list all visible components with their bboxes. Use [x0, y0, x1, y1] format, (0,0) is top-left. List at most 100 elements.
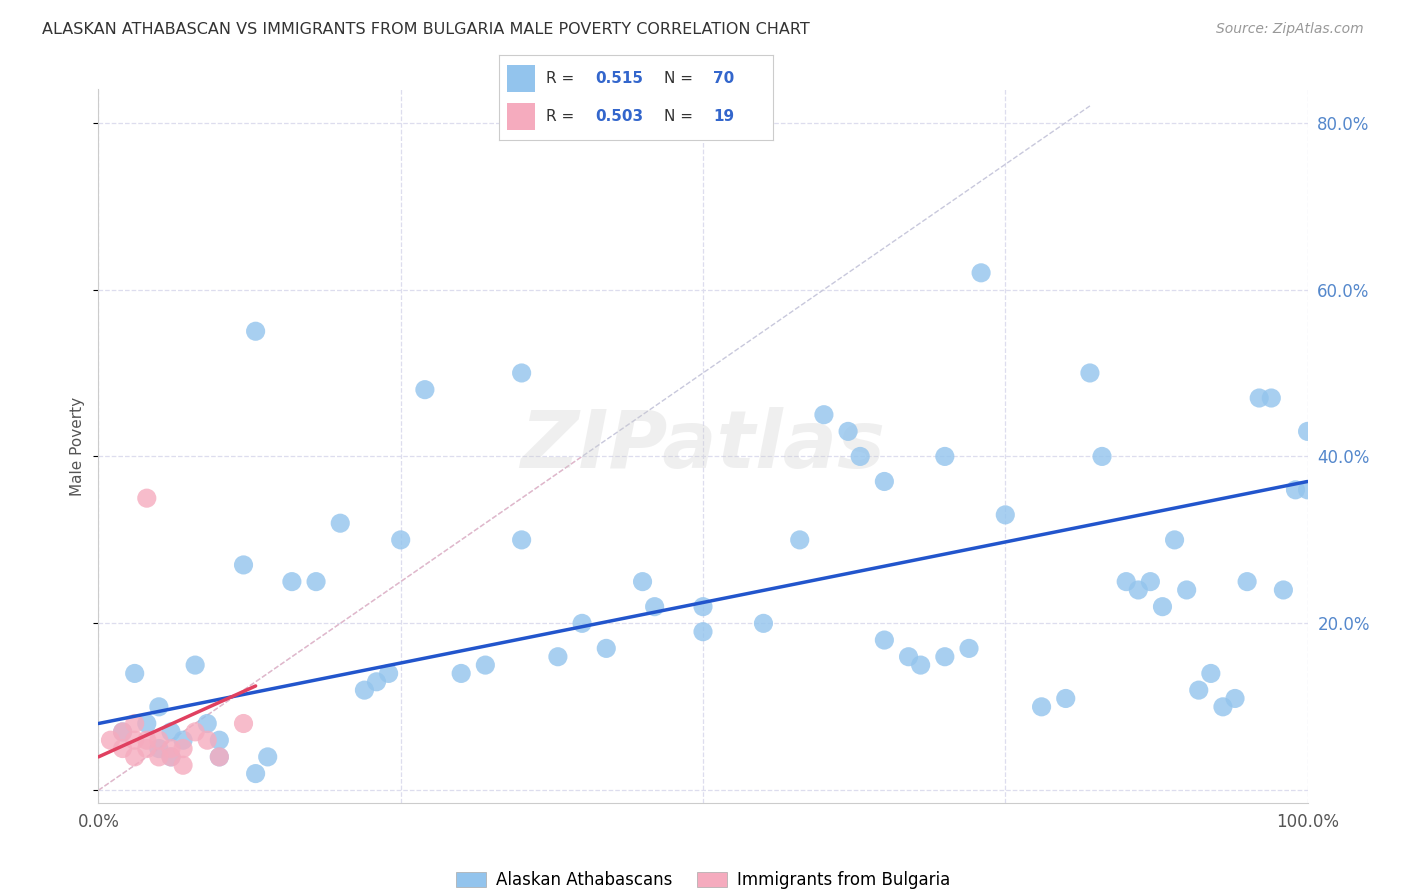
Point	[1272, 582, 1295, 597]
Point	[1031, 699, 1053, 714]
Point	[595, 641, 617, 656]
Point	[789, 533, 811, 547]
Point	[692, 599, 714, 614]
Point	[571, 616, 593, 631]
Point	[172, 733, 194, 747]
Point	[160, 741, 183, 756]
Point	[172, 741, 194, 756]
Text: 0.515: 0.515	[595, 70, 643, 86]
Point	[111, 741, 134, 756]
Bar	[508, 64, 534, 92]
Point	[148, 750, 170, 764]
Point	[208, 750, 231, 764]
Point	[256, 750, 278, 764]
Point	[1078, 366, 1101, 380]
Point	[232, 716, 254, 731]
Point	[135, 733, 157, 747]
Point	[1152, 599, 1174, 614]
Point	[245, 324, 267, 338]
Point	[837, 425, 859, 439]
Point	[245, 766, 267, 780]
Point	[135, 716, 157, 731]
Point	[232, 558, 254, 572]
Text: R =: R =	[546, 109, 579, 124]
Point	[195, 733, 218, 747]
Point	[970, 266, 993, 280]
Point	[100, 733, 122, 747]
Point	[160, 750, 183, 764]
Text: 70: 70	[713, 70, 734, 86]
Point	[208, 750, 231, 764]
Point	[172, 758, 194, 772]
Point	[160, 750, 183, 764]
Point	[111, 724, 134, 739]
Point	[1128, 582, 1150, 597]
Point	[752, 616, 775, 631]
Point	[124, 716, 146, 731]
Point	[547, 649, 569, 664]
Text: N =: N =	[664, 109, 697, 124]
Point	[160, 724, 183, 739]
Point	[124, 750, 146, 764]
Point	[413, 383, 436, 397]
Point	[366, 674, 388, 689]
Point	[353, 683, 375, 698]
Point	[1296, 425, 1319, 439]
Text: ZIPatlas: ZIPatlas	[520, 407, 886, 485]
Point	[692, 624, 714, 639]
Text: N =: N =	[664, 70, 697, 86]
Point	[135, 741, 157, 756]
Point	[148, 741, 170, 756]
Point	[305, 574, 328, 589]
Point	[1091, 450, 1114, 464]
Point	[1054, 691, 1077, 706]
Text: ALASKAN ATHABASCAN VS IMMIGRANTS FROM BULGARIA MALE POVERTY CORRELATION CHART: ALASKAN ATHABASCAN VS IMMIGRANTS FROM BU…	[42, 22, 810, 37]
Point	[510, 366, 533, 380]
Point	[994, 508, 1017, 522]
Point	[873, 475, 896, 489]
Point	[813, 408, 835, 422]
Text: R =: R =	[546, 70, 579, 86]
Point	[934, 450, 956, 464]
Point	[644, 599, 666, 614]
Y-axis label: Male Poverty: Male Poverty	[70, 396, 86, 496]
Point	[474, 658, 496, 673]
Point	[1188, 683, 1211, 698]
Legend: Alaskan Athabascans, Immigrants from Bulgaria: Alaskan Athabascans, Immigrants from Bul…	[449, 864, 957, 892]
Point	[631, 574, 654, 589]
Point	[1212, 699, 1234, 714]
Point	[1236, 574, 1258, 589]
Point	[148, 733, 170, 747]
Point	[1260, 391, 1282, 405]
Point	[208, 733, 231, 747]
Point	[910, 658, 932, 673]
Point	[934, 649, 956, 664]
Text: Source: ZipAtlas.com: Source: ZipAtlas.com	[1216, 22, 1364, 37]
Text: 0.503: 0.503	[595, 109, 643, 124]
Point	[897, 649, 920, 664]
Point	[124, 733, 146, 747]
Point	[849, 450, 872, 464]
Point	[873, 633, 896, 648]
Point	[510, 533, 533, 547]
Bar	[508, 103, 534, 130]
Point	[111, 724, 134, 739]
Point	[377, 666, 399, 681]
Point	[389, 533, 412, 547]
Point	[1199, 666, 1222, 681]
Point	[450, 666, 472, 681]
Point	[281, 574, 304, 589]
Point	[1296, 483, 1319, 497]
Point	[135, 491, 157, 505]
Point	[1115, 574, 1137, 589]
Point	[148, 699, 170, 714]
Point	[1175, 582, 1198, 597]
Point	[124, 666, 146, 681]
Point	[1139, 574, 1161, 589]
Text: 19: 19	[713, 109, 734, 124]
Point	[1249, 391, 1271, 405]
Point	[1284, 483, 1306, 497]
Point	[1163, 533, 1185, 547]
Point	[1223, 691, 1246, 706]
Point	[184, 724, 207, 739]
